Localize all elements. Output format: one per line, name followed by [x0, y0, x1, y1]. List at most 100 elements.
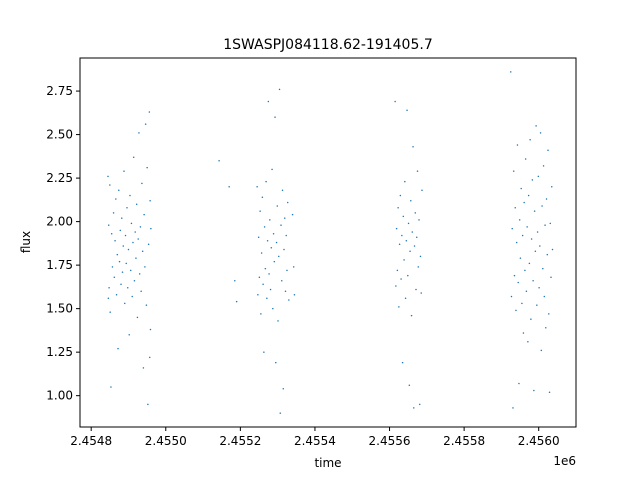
x-axis-label: time [314, 456, 341, 470]
data-point [271, 168, 273, 171]
data-point [275, 241, 278, 244]
data-point [397, 206, 399, 209]
data-point [142, 367, 145, 369]
data-point [119, 229, 122, 232]
data-point [107, 175, 109, 178]
data-point [281, 280, 283, 282]
data-point [124, 302, 126, 305]
y-tick-label: 1.25 [46, 345, 73, 359]
y-tick-label: 2.75 [46, 84, 73, 98]
data-point [404, 297, 407, 299]
data-point [141, 250, 144, 252]
data-point [286, 269, 288, 272]
x-tick-label: 2.4558 [443, 434, 485, 448]
data-point [537, 175, 540, 178]
data-point [509, 71, 512, 73]
data-point [112, 212, 115, 214]
data-point [539, 245, 541, 247]
data-point [264, 267, 267, 270]
data-point [417, 266, 419, 268]
data-point [141, 182, 143, 185]
data-point [546, 253, 549, 256]
data-point [108, 287, 110, 289]
data-point [540, 349, 543, 352]
data-point [514, 206, 516, 209]
data-point [543, 295, 546, 298]
data-point [535, 125, 537, 127]
data-point [411, 231, 414, 233]
data-point [126, 287, 129, 289]
data-point [399, 194, 402, 197]
data-point [283, 217, 286, 219]
data-point [260, 252, 263, 254]
data-point [516, 144, 519, 146]
data-point [545, 198, 548, 200]
data-point [135, 203, 138, 205]
data-point [262, 283, 264, 286]
data-point [121, 217, 123, 219]
data-point [283, 248, 285, 251]
data-point [265, 180, 267, 183]
x-tick-label: 2.4560 [518, 434, 560, 448]
data-point [523, 201, 525, 204]
data-point [520, 187, 522, 190]
data-point [533, 210, 536, 212]
data-point [273, 260, 276, 263]
data-point [275, 361, 277, 364]
data-point [147, 403, 149, 406]
data-point [147, 243, 150, 245]
data-point [138, 132, 140, 134]
y-tick-label: 2.00 [46, 215, 73, 229]
data-point [538, 287, 540, 289]
x-tick-label: 2.4550 [145, 434, 187, 448]
data-point [512, 407, 514, 409]
data-point [402, 215, 405, 218]
data-point [257, 293, 259, 296]
data-point [394, 100, 396, 103]
data-point [266, 297, 268, 299]
data-point [528, 262, 531, 265]
data-point [114, 240, 116, 242]
data-point [395, 285, 397, 287]
data-point [410, 199, 412, 202]
data-point [107, 297, 110, 299]
data-point [551, 248, 554, 251]
data-point [415, 288, 417, 291]
data-point [518, 382, 520, 385]
data-point [269, 288, 272, 291]
data-point [144, 123, 147, 125]
data-point [278, 255, 280, 258]
data-point [133, 280, 136, 282]
data-point [530, 318, 532, 320]
data-point [533, 389, 535, 392]
data-point [512, 170, 515, 172]
data-point [286, 201, 289, 204]
data-point [416, 170, 419, 172]
data-point [539, 132, 542, 134]
data-point [291, 213, 294, 216]
data-point [137, 238, 139, 240]
data-point [132, 156, 135, 158]
data-point [404, 180, 406, 183]
data-point [527, 340, 529, 343]
x-tick-label: 2.4552 [219, 434, 261, 448]
plot-frame [79, 57, 577, 428]
data-point [123, 170, 125, 172]
data-point [522, 332, 525, 334]
x-tick-label: 2.4554 [294, 434, 336, 448]
data-point [527, 194, 530, 197]
data-point [288, 299, 290, 301]
data-point [144, 266, 146, 268]
data-point [548, 391, 551, 393]
data-point [519, 257, 522, 259]
data-point [118, 189, 120, 192]
data-point [400, 278, 402, 280]
data-point [551, 186, 553, 188]
data-point [274, 116, 276, 118]
data-point [125, 262, 127, 265]
data-point [148, 111, 151, 113]
data-point [146, 166, 148, 169]
data-point [128, 334, 130, 336]
data-point [406, 109, 408, 111]
